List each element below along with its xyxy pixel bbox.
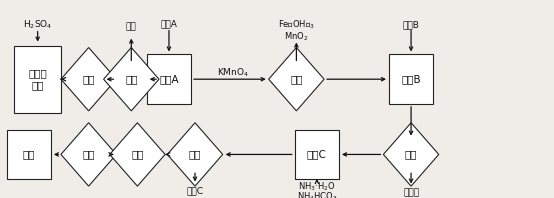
Text: 滤液A: 滤液A (159, 74, 179, 84)
Text: 物质C: 物质C (187, 187, 203, 196)
Text: 滤渣: 滤渣 (126, 22, 137, 31)
Polygon shape (167, 123, 223, 186)
FancyBboxPatch shape (147, 54, 191, 104)
Text: 成品: 成品 (23, 149, 35, 159)
Text: 物质B: 物质B (403, 20, 419, 29)
FancyBboxPatch shape (389, 54, 433, 104)
Text: 滤液B: 滤液B (401, 74, 421, 84)
Text: KMnO$_4$: KMnO$_4$ (217, 66, 249, 79)
Text: NH$_3$·H$_2$O: NH$_3$·H$_2$O (298, 181, 336, 193)
Text: 滤液C: 滤液C (307, 149, 327, 159)
FancyBboxPatch shape (14, 46, 61, 113)
Text: 过滤: 过滤 (125, 74, 137, 84)
Text: 物质A: 物质A (161, 19, 177, 28)
Text: 过滤: 过滤 (405, 149, 417, 159)
Text: H$_2$SO$_4$: H$_2$SO$_4$ (23, 18, 53, 31)
FancyBboxPatch shape (295, 130, 339, 179)
Text: 浸出: 浸出 (83, 74, 95, 84)
Text: Fe（OH）$_3$: Fe（OH）$_3$ (278, 18, 315, 31)
Text: 过滤: 过滤 (290, 74, 302, 84)
Polygon shape (110, 123, 165, 186)
Polygon shape (104, 48, 159, 111)
Text: 氧化锤
粗品: 氧化锤 粗品 (28, 68, 47, 90)
Polygon shape (269, 48, 324, 111)
Polygon shape (61, 123, 116, 186)
Text: MnO$_2$: MnO$_2$ (284, 30, 309, 43)
Text: 灼烧: 灼烧 (83, 149, 95, 159)
Text: NH$_4$HCO$_3$: NH$_4$HCO$_3$ (296, 191, 337, 198)
FancyBboxPatch shape (7, 130, 51, 179)
Text: 重金属: 重金属 (403, 188, 419, 197)
Text: 洗涤: 洗涤 (131, 149, 143, 159)
Polygon shape (383, 123, 439, 186)
Polygon shape (61, 48, 116, 111)
Text: 过滤: 过滤 (189, 149, 201, 159)
